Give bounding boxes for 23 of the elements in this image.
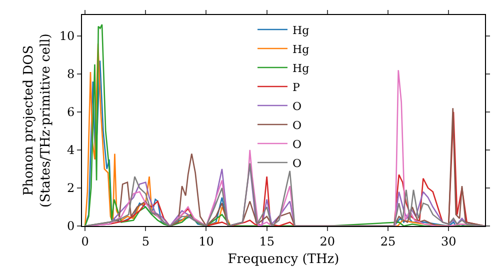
x-tick-label: 15	[259, 234, 274, 248]
y-tick-label: 0	[66, 219, 75, 234]
y-tick-label: 2	[66, 181, 75, 196]
x-tick-label: 30	[441, 234, 456, 248]
y-tick-label: 8	[66, 67, 75, 82]
x-tick-label: 20	[320, 234, 336, 248]
x-tick-label: 5	[142, 234, 150, 248]
y-axis-title: Phonon projected DOS (States/THz·primitive cell)	[21, 33, 54, 208]
legend-label: Hg	[292, 24, 310, 37]
x-tick-label: 25	[380, 234, 396, 248]
x-tick-label: 10	[198, 234, 214, 248]
legend-label: O	[292, 118, 302, 132]
x-axis-title: Frequency (THz)	[228, 252, 340, 267]
legend-label: O	[292, 156, 302, 170]
y-tick-label: 4	[66, 143, 75, 158]
y-tick-label: 10	[59, 29, 75, 44]
x-tick-label: 0	[81, 234, 89, 248]
y-tick-label: 6	[66, 105, 75, 120]
legend-label: Hg	[292, 62, 310, 75]
legend-label: O	[292, 138, 302, 151]
legend-label: P	[292, 80, 300, 94]
legend-label: O	[292, 100, 302, 113]
legend-label: Hg	[292, 42, 310, 56]
